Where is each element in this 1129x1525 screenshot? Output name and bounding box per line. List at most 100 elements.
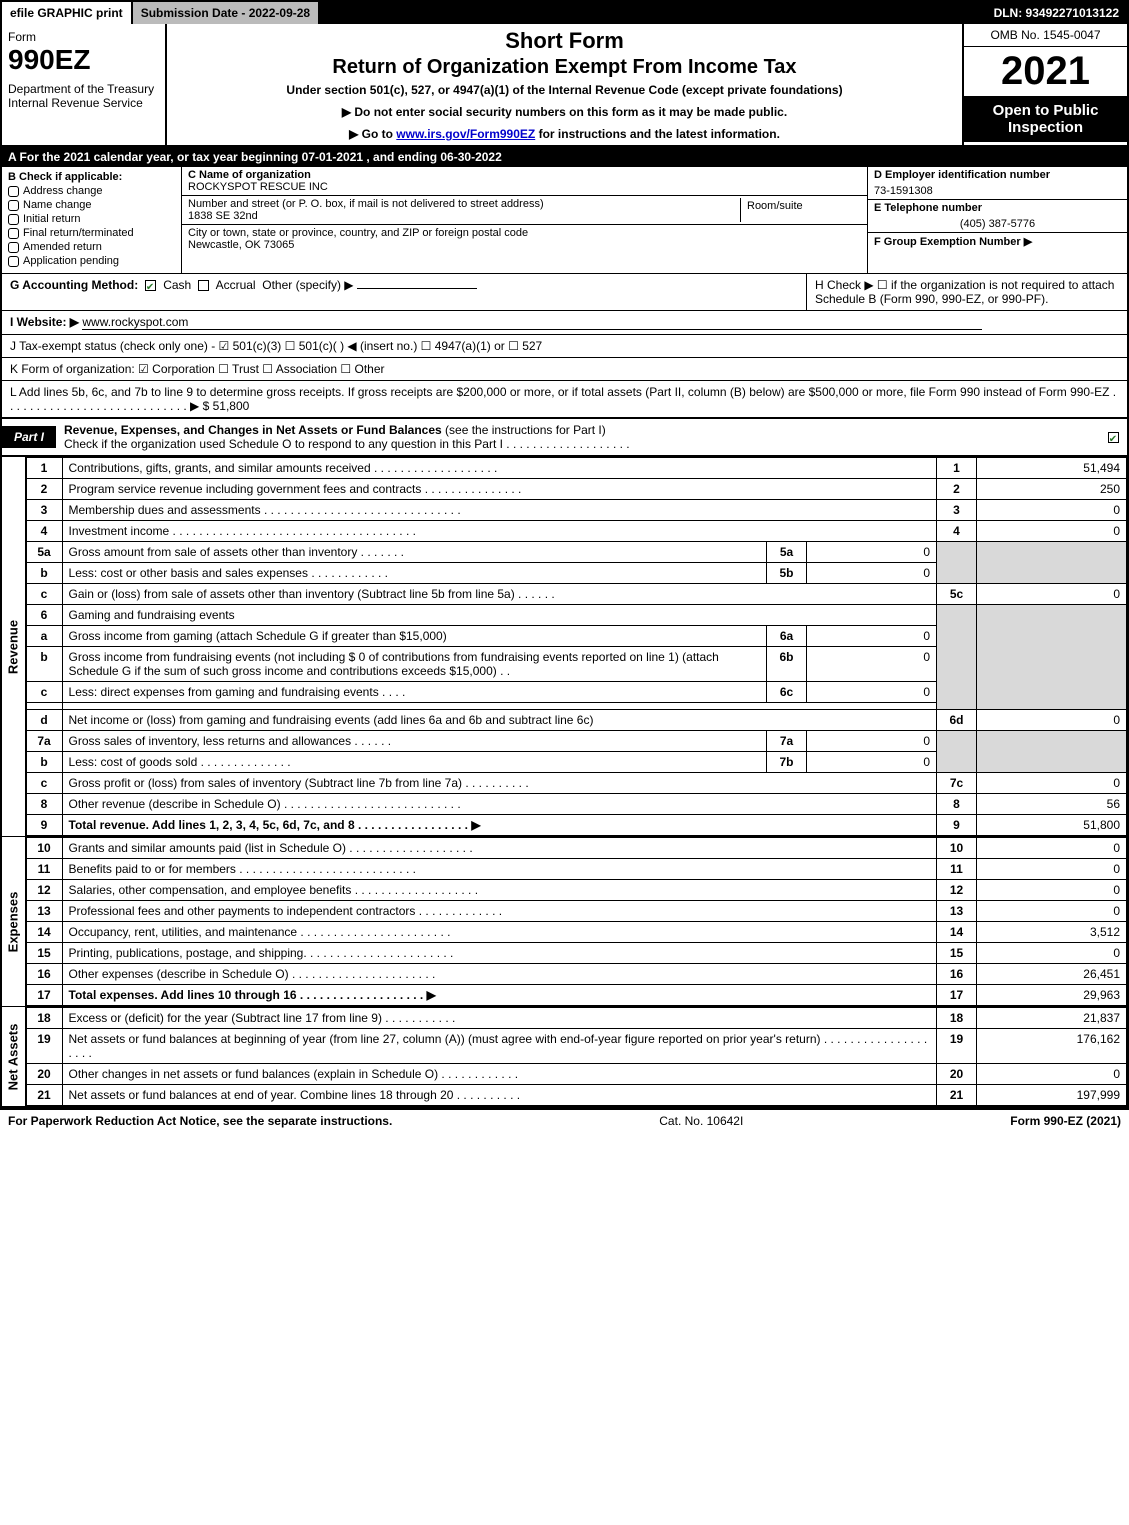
page-footer: For Paperwork Reduction Act Notice, see …: [0, 1108, 1129, 1132]
line-6: 6Gaming and fundraising events: [26, 605, 1126, 626]
group-exemption: F Group Exemption Number ▶: [874, 236, 1032, 248]
line-15: 15Printing, publications, postage, and s…: [26, 943, 1126, 964]
section-l-text: L Add lines 5b, 6c, and 7b to line 9 to …: [10, 385, 1116, 413]
revenue-section: Revenue 1Contributions, gifts, grants, a…: [2, 456, 1127, 836]
ein-label: D Employer identification number: [868, 167, 1127, 183]
address-row: Number and street (or P. O. box, if mail…: [182, 196, 867, 225]
footer-left: For Paperwork Reduction Act Notice, see …: [8, 1114, 392, 1128]
room-suite: Room/suite: [741, 198, 861, 222]
line-18: 18Excess or (deficit) for the year (Subt…: [26, 1008, 1126, 1029]
open-to-public: Open to Public Inspection: [964, 96, 1127, 142]
revenue-label: Revenue: [2, 457, 26, 836]
line-6d: dNet income or (loss) from gaming and fu…: [26, 710, 1126, 731]
instruction-1: ▶ Do not enter social security numbers o…: [177, 105, 952, 119]
line-9: 9Total revenue. Add lines 1, 2, 3, 4, 5c…: [26, 815, 1126, 836]
instr2-post: for instructions and the latest informat…: [535, 127, 780, 141]
part-1-title: Revenue, Expenses, and Changes in Net As…: [56, 419, 1103, 455]
form-number: 990EZ: [8, 44, 159, 76]
header-mid: Short Form Return of Organization Exempt…: [167, 24, 962, 145]
line-10: 10Grants and similar amounts paid (list …: [26, 838, 1126, 859]
line-5c: cGain or (loss) from sale of assets othe…: [26, 584, 1126, 605]
revenue-table: 1Contributions, gifts, grants, and simil…: [26, 457, 1127, 836]
line-1: 1Contributions, gifts, grants, and simil…: [26, 458, 1126, 479]
netassets-section: Net Assets 18Excess or (deficit) for the…: [2, 1006, 1127, 1106]
top-bar: efile GRAPHIC print Submission Date - 20…: [2, 2, 1127, 24]
section-a: A For the 2021 calendar year, or tax yea…: [2, 147, 1127, 167]
chk-final-return[interactable]: Final return/terminated: [8, 227, 175, 239]
city-cell: City or town, state or province, country…: [182, 225, 867, 253]
header-right: OMB No. 1545-0047 2021 Open to Public In…: [962, 24, 1127, 145]
addr-value: 1838 SE 32nd: [188, 210, 258, 222]
instr2-pre: ▶ Go to: [349, 127, 396, 141]
section-k: K Form of organization: ☑ Corporation ☐ …: [2, 358, 1127, 381]
department: Department of the Treasury Internal Reve…: [8, 82, 159, 110]
chk-name-change[interactable]: Name change: [8, 199, 175, 211]
part-1-checkline: Check if the organization used Schedule …: [64, 437, 630, 451]
form-header: Form 990EZ Department of the Treasury In…: [2, 24, 1127, 147]
org-name-cell: C Name of organization ROCKYSPOT RESCUE …: [182, 167, 867, 196]
chk-application-pending[interactable]: Application pending: [8, 255, 175, 267]
phone-label: E Telephone number: [874, 202, 982, 214]
addr-label: Number and street (or P. O. box, if mail…: [188, 198, 544, 210]
line-16: 16Other expenses (describe in Schedule O…: [26, 964, 1126, 985]
org-name: ROCKYSPOT RESCUE INC: [188, 181, 328, 193]
chk-initial-return[interactable]: Initial return: [8, 213, 175, 225]
form-word: Form: [8, 30, 159, 44]
chk-accrual[interactable]: [198, 280, 209, 291]
line-19: 19Net assets or fund balances at beginni…: [26, 1029, 1126, 1064]
ein-value: 73-1591308: [868, 183, 1127, 199]
accounting-label: G Accounting Method:: [10, 278, 138, 292]
footer-catalog: Cat. No. 10642I: [392, 1114, 1010, 1128]
section-j: J Tax-exempt status (check only one) - ☑…: [2, 335, 1127, 358]
subtitle: Under section 501(c), 527, or 4947(a)(1)…: [177, 83, 952, 97]
section-h: H Check ▶ ☐ if the organization is not r…: [807, 274, 1127, 310]
line-17: 17Total expenses. Add lines 10 through 1…: [26, 985, 1126, 1006]
part-1-header: Part I Revenue, Expenses, and Changes in…: [2, 418, 1127, 456]
chk-address-change[interactable]: Address change: [8, 185, 175, 197]
expenses-label: Expenses: [2, 837, 26, 1006]
netassets-label: Net Assets: [2, 1007, 26, 1106]
line-3: 3Membership dues and assessments . . . .…: [26, 500, 1126, 521]
line-12: 12Salaries, other compensation, and empl…: [26, 880, 1126, 901]
footer-right: Form 990-EZ (2021): [1010, 1114, 1121, 1128]
info-grid: B Check if applicable: Address change Na…: [2, 167, 1127, 274]
section-c: C Name of organization ROCKYSPOT RESCUE …: [182, 167, 867, 273]
part-1-checkbox[interactable]: [1103, 430, 1127, 444]
section-l-amount: $ 51,800: [203, 399, 250, 413]
title-main: Return of Organization Exempt From Incom…: [177, 56, 952, 79]
line-4: 4Investment income . . . . . . . . . . .…: [26, 521, 1126, 542]
line-5a: 5aGross amount from sale of assets other…: [26, 542, 1126, 563]
line-20: 20Other changes in net assets or fund ba…: [26, 1064, 1126, 1085]
line-2: 2Program service revenue including gover…: [26, 479, 1126, 500]
part-1-badge: Part I: [2, 426, 56, 448]
line-7c: cGross profit or (loss) from sales of in…: [26, 773, 1126, 794]
chk-cash[interactable]: [145, 280, 156, 291]
org-name-label: C Name of organization: [188, 169, 311, 181]
form-container: efile GRAPHIC print Submission Date - 20…: [0, 0, 1129, 1108]
section-l: L Add lines 5b, 6c, and 7b to line 9 to …: [2, 381, 1127, 418]
line-13: 13Professional fees and other payments t…: [26, 901, 1126, 922]
netassets-table: 18Excess or (deficit) for the year (Subt…: [26, 1007, 1127, 1106]
expenses-section: Expenses 10Grants and similar amounts pa…: [2, 836, 1127, 1006]
tax-year: 2021: [964, 47, 1127, 96]
address-cell: Number and street (or P. O. box, if mail…: [188, 198, 741, 222]
chk-amended-return[interactable]: Amended return: [8, 241, 175, 253]
title-short: Short Form: [177, 28, 952, 54]
line-14: 14Occupancy, rent, utilities, and mainte…: [26, 922, 1126, 943]
section-b: B Check if applicable: Address change Na…: [2, 167, 182, 273]
submission-date: Submission Date - 2022-09-28: [133, 2, 320, 24]
other-specify-input[interactable]: [357, 288, 477, 289]
website-label: I Website: ▶: [10, 315, 79, 329]
irs-link[interactable]: www.irs.gov/Form990EZ: [396, 127, 535, 141]
section-i: I Website: ▶ www.rockyspot.com: [2, 311, 1127, 335]
line-8: 8Other revenue (describe in Schedule O) …: [26, 794, 1126, 815]
city-value: Newcastle, OK 73065: [188, 239, 294, 251]
dln: DLN: 93492271013122: [986, 2, 1127, 24]
line-21: 21Net assets or fund balances at end of …: [26, 1085, 1126, 1106]
omb-number: OMB No. 1545-0047: [964, 24, 1127, 47]
efile-print-button[interactable]: efile GRAPHIC print: [2, 2, 133, 24]
phone-value: (405) 387-5776: [868, 216, 1127, 232]
line-11: 11Benefits paid to or for members . . . …: [26, 859, 1126, 880]
expenses-table: 10Grants and similar amounts paid (list …: [26, 837, 1127, 1006]
header-left: Form 990EZ Department of the Treasury In…: [2, 24, 167, 145]
